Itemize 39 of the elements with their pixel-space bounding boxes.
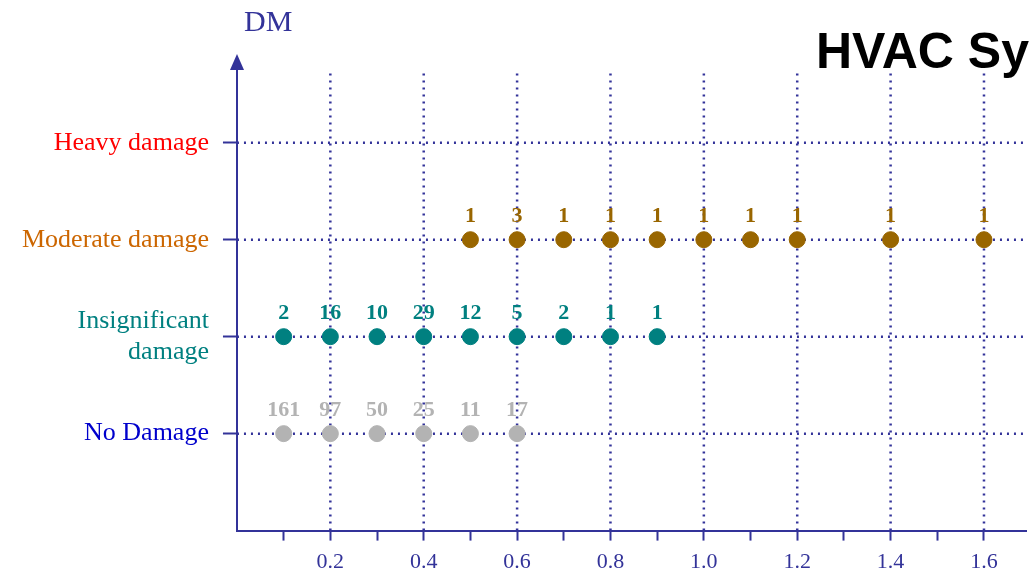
annotation: 25	[412, 396, 435, 422]
y-tick-label: No Damage	[84, 417, 209, 447]
annotation: 1	[651, 299, 663, 325]
annotation: 1	[558, 202, 570, 228]
x-tick-label: 0.2	[316, 547, 345, 573]
annotation: 17	[506, 396, 529, 422]
annotation: 1	[698, 202, 710, 228]
x-tick-label: 1.0	[690, 547, 718, 573]
annotation: 12	[459, 299, 482, 325]
annotation: 1	[791, 202, 803, 228]
annotation: 3	[511, 202, 523, 228]
annotation: 1	[978, 202, 990, 228]
x-tick-label: 1.2	[783, 547, 811, 573]
annotation: 10	[366, 299, 389, 325]
x-tick-label: 0.6	[503, 547, 531, 573]
annotation: 161	[267, 396, 301, 422]
x-tick-label: 1.6	[970, 547, 998, 573]
y-tick-label: Moderate damage	[22, 223, 209, 253]
y-tick-label: Heavy damage	[53, 126, 209, 156]
annotation: 97	[319, 396, 342, 422]
y-axis-title: DM	[244, 4, 293, 38]
annotation: 11	[460, 396, 481, 422]
annotation: 2	[558, 299, 570, 325]
chart-title: HVAC Sy	[815, 22, 1029, 80]
x-tick-label: 1.4	[876, 547, 905, 573]
x-tick-label: 0.4	[409, 547, 438, 573]
annotation: 1	[885, 202, 897, 228]
annotation: 50	[366, 396, 389, 422]
x-tick-label: 0.8	[596, 547, 625, 573]
annotation: 16	[319, 299, 342, 325]
annotation: 1	[745, 202, 757, 228]
y-tick-label: Insignificant damage	[77, 304, 210, 366]
annotation: 29	[412, 299, 435, 325]
annotation: 1	[604, 299, 616, 325]
annotation: 1	[651, 202, 663, 228]
annotation: 5	[511, 299, 523, 325]
annotation: 1	[604, 202, 616, 228]
annotation: 1	[464, 202, 476, 228]
annotation: 2	[278, 299, 290, 325]
